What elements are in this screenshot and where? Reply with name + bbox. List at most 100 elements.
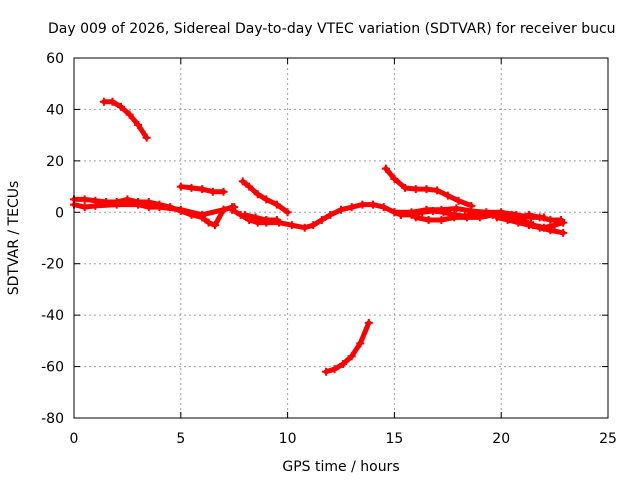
y-tick-label: -40 bbox=[41, 308, 64, 324]
data-point bbox=[317, 216, 326, 224]
x-tick-label: 5 bbox=[176, 431, 185, 447]
data-point bbox=[142, 133, 151, 142]
series-arc-2 bbox=[322, 318, 373, 376]
series-arc-13 bbox=[240, 210, 281, 224]
series-band bbox=[323, 320, 372, 375]
data-point bbox=[539, 213, 548, 222]
data-point bbox=[539, 223, 548, 232]
data-point bbox=[116, 102, 125, 111]
data-point bbox=[208, 187, 217, 196]
series-arc-3 bbox=[176, 182, 228, 196]
data-point bbox=[272, 216, 281, 224]
data-point bbox=[238, 177, 247, 186]
series-arc-7 bbox=[70, 200, 239, 219]
data-point bbox=[339, 360, 348, 368]
x-tick-label: 10 bbox=[279, 431, 297, 447]
data-point bbox=[356, 339, 365, 348]
data-point bbox=[463, 213, 472, 222]
data-point bbox=[433, 186, 442, 195]
data-point bbox=[501, 213, 510, 222]
data-point bbox=[262, 216, 271, 224]
data-point bbox=[99, 97, 108, 106]
data-point bbox=[507, 210, 516, 219]
series-arc-1 bbox=[99, 97, 151, 142]
data-point bbox=[125, 110, 134, 119]
data-point bbox=[144, 203, 153, 212]
data-point bbox=[272, 200, 281, 209]
data-point bbox=[287, 221, 296, 230]
data-point bbox=[347, 352, 356, 361]
data-point bbox=[443, 191, 452, 200]
data-point bbox=[422, 205, 431, 214]
y-tick-label: -60 bbox=[41, 360, 64, 376]
x-tick-labels: 0 5 10 15 20 25 bbox=[70, 431, 617, 447]
data-point bbox=[559, 228, 568, 237]
data-point bbox=[475, 213, 484, 222]
data-point bbox=[330, 365, 339, 374]
data-point bbox=[176, 205, 185, 214]
y-tick-label: -20 bbox=[41, 257, 64, 273]
data-point bbox=[262, 195, 271, 204]
data-point bbox=[546, 216, 555, 224]
data-point bbox=[204, 218, 213, 227]
data-point bbox=[219, 205, 228, 214]
data-point bbox=[559, 218, 568, 227]
x-axis-title: GPS time / hours bbox=[282, 459, 399, 475]
data-point bbox=[176, 182, 185, 191]
data-point bbox=[358, 200, 367, 209]
data-point bbox=[309, 221, 318, 230]
data-point bbox=[437, 216, 446, 224]
data-point bbox=[390, 174, 399, 183]
y-tick-label: 40 bbox=[46, 102, 64, 118]
series-band bbox=[101, 99, 150, 141]
data-point bbox=[529, 221, 538, 230]
series-band bbox=[242, 212, 280, 223]
data-point bbox=[326, 210, 335, 219]
data-point bbox=[240, 210, 249, 219]
data-point bbox=[198, 210, 207, 219]
y-tick-labels: -80 -60 -40 -20 0 20 40 60 bbox=[41, 51, 64, 427]
data-point bbox=[91, 201, 100, 210]
data-point bbox=[155, 203, 164, 212]
data-point bbox=[411, 185, 420, 194]
data-point bbox=[134, 120, 143, 129]
data-point bbox=[322, 367, 331, 376]
data-point bbox=[364, 318, 373, 327]
data-point bbox=[527, 213, 536, 222]
series-arc-12 bbox=[507, 210, 568, 232]
x-tick-label: 25 bbox=[599, 431, 617, 447]
data-point bbox=[251, 213, 260, 222]
chart-title: Day 009 of 2026, Sidereal Day-to-day VTE… bbox=[48, 21, 616, 37]
data-point bbox=[253, 190, 262, 199]
x-tick-label: 0 bbox=[70, 431, 79, 447]
data-point bbox=[108, 97, 117, 106]
data-point bbox=[407, 208, 416, 217]
series-arc-4 bbox=[238, 177, 292, 217]
x-tick-label: 15 bbox=[385, 431, 403, 447]
data-point bbox=[379, 203, 388, 212]
data-point bbox=[411, 213, 420, 222]
data-point bbox=[452, 204, 461, 213]
data-point bbox=[390, 208, 399, 217]
series-arc-5 bbox=[381, 164, 476, 210]
data-point bbox=[450, 213, 459, 222]
data-point bbox=[210, 221, 219, 230]
data-point bbox=[454, 196, 463, 205]
plot-frame bbox=[73, 57, 609, 419]
data-point bbox=[467, 207, 476, 215]
data-point bbox=[437, 205, 446, 214]
data-point bbox=[381, 164, 390, 173]
data-point bbox=[369, 200, 378, 209]
series-arc-10 bbox=[390, 204, 548, 222]
data-point bbox=[187, 183, 196, 192]
data-point bbox=[424, 216, 433, 224]
axis-ticks bbox=[73, 57, 609, 419]
data-point bbox=[488, 210, 497, 219]
data-point bbox=[401, 183, 410, 192]
data-point bbox=[550, 221, 559, 230]
data-point bbox=[245, 182, 254, 191]
data-point bbox=[228, 205, 237, 214]
data-point bbox=[347, 203, 356, 212]
x-tick-label: 20 bbox=[492, 431, 510, 447]
